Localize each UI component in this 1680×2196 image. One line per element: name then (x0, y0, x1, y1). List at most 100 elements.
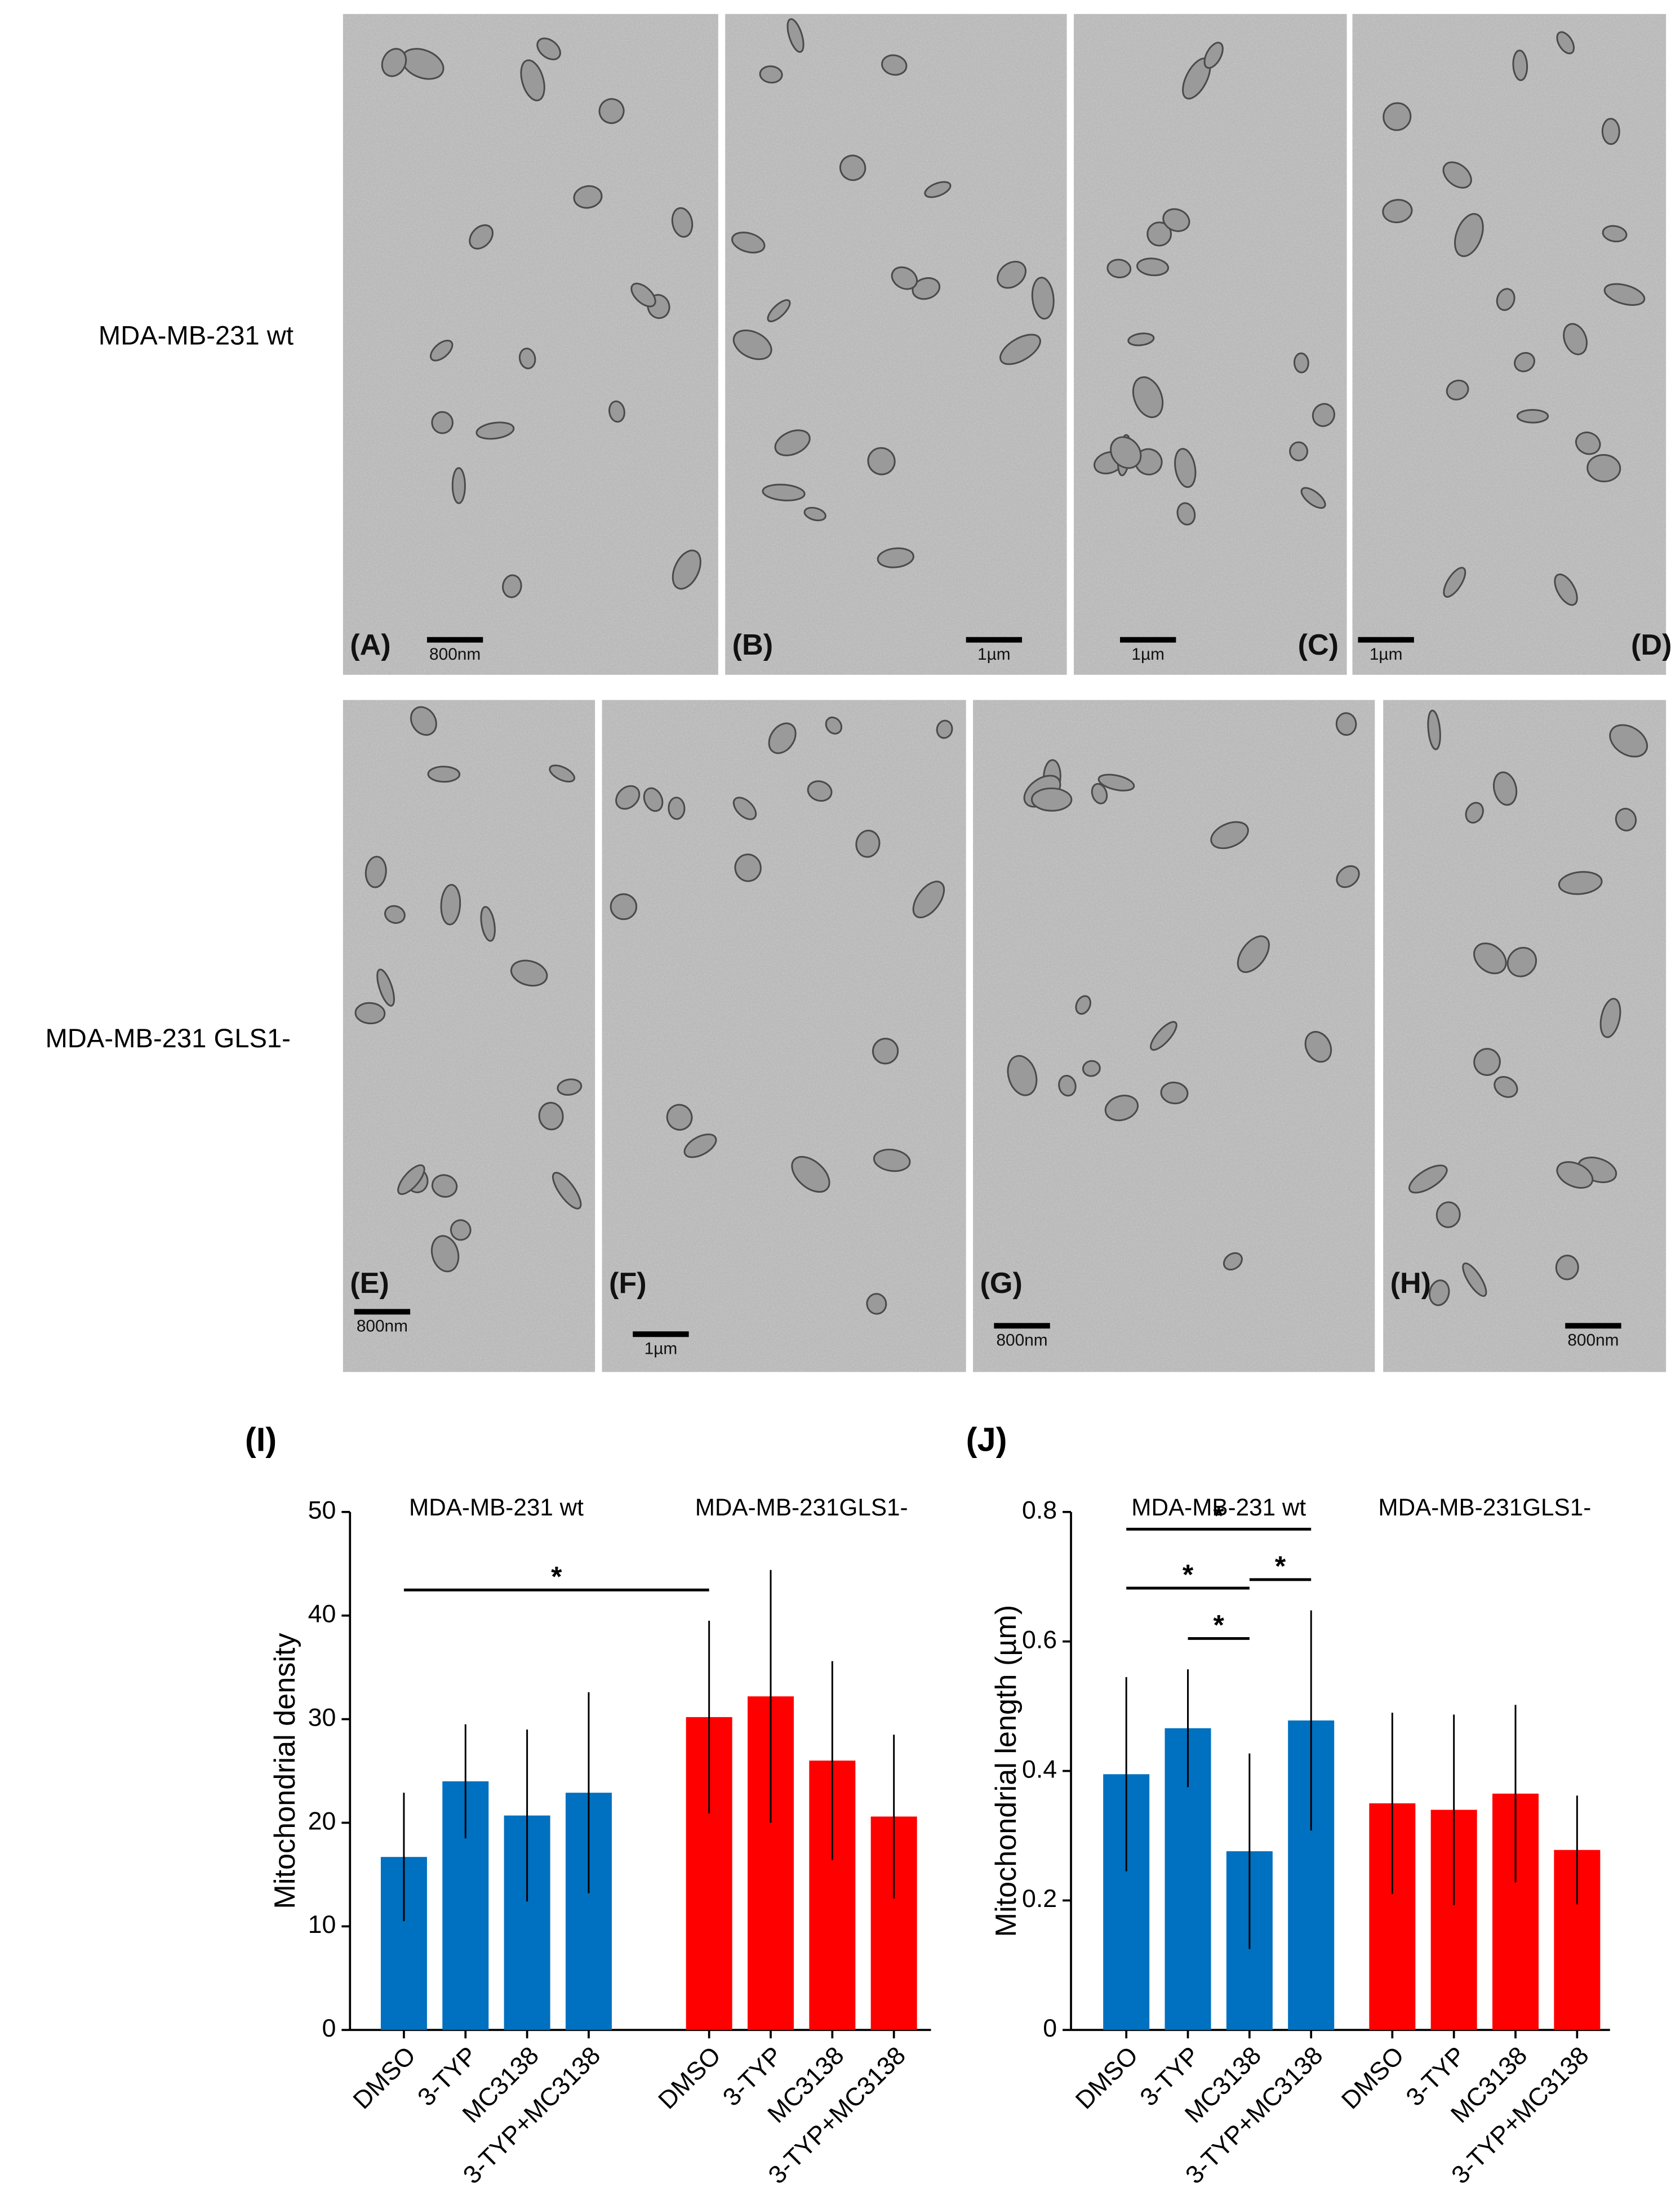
mitochondrion (1104, 1095, 1139, 1122)
mitochondrion (1300, 487, 1326, 509)
mitochondrion (376, 968, 395, 1007)
mitochondrion (1465, 802, 1484, 824)
mitochondrion (397, 1164, 425, 1195)
mitochondrion (475, 421, 515, 440)
mitochondrion (1454, 213, 1484, 257)
mitochondrion (502, 574, 522, 598)
mitochondrion (1007, 1055, 1038, 1096)
mitochondrion (997, 260, 1027, 289)
panel-label: (I) (245, 1420, 277, 1458)
y-tick-label: 0.4 (1022, 1755, 1057, 1783)
mitochondrion (1603, 283, 1646, 306)
mitochondrion (1506, 946, 1537, 977)
mitochondrion (480, 906, 496, 942)
mitochondrion (610, 893, 638, 921)
scale-label: 800nm (1567, 1331, 1619, 1350)
mitochondrion (912, 881, 945, 918)
mitochondrion (431, 1174, 458, 1198)
y-tick-label: 0.8 (1022, 1497, 1057, 1524)
mitochondrion (1435, 1201, 1461, 1228)
mitochondrion (774, 429, 811, 456)
mitochondrion (1556, 1161, 1594, 1189)
mitochondrion (912, 277, 941, 300)
mitochondrion (1082, 1060, 1101, 1077)
mitochondrion (873, 1148, 911, 1172)
mitochondrion (1091, 783, 1108, 804)
y-tick-label: 40 (308, 1601, 336, 1628)
row-label: MDA-MB-231 wt (99, 321, 294, 350)
mitochondrion (683, 1133, 717, 1158)
mitochondrion (877, 547, 914, 568)
mitochondrion (1496, 288, 1515, 311)
mitochondrion (643, 787, 664, 812)
x-tick-label: DMSO (1336, 2042, 1410, 2115)
mitochondrion (429, 339, 454, 362)
mitochondrion (1615, 807, 1637, 832)
mitochondrion (867, 447, 896, 475)
mitochondrion (365, 856, 387, 888)
mitochondrion (1160, 1081, 1189, 1105)
mitochondrion (1382, 199, 1413, 224)
mitochondrion (1563, 323, 1588, 355)
mitochondrion (1601, 118, 1620, 145)
mitochondrion (1575, 432, 1601, 455)
row-label: MDA-MB-231 GLS1- (45, 1024, 290, 1053)
mitochondrion (791, 1155, 830, 1193)
mitochondrion (1602, 225, 1628, 243)
mitochondrion (767, 299, 791, 322)
mitochondrion (825, 716, 843, 735)
micrograph: (F) 1µm (602, 700, 966, 1372)
mitochondrion (1558, 871, 1603, 895)
mitochondrion (1176, 502, 1196, 526)
mitochondrion (1408, 1164, 1448, 1194)
mitochondrion (1127, 332, 1155, 346)
mitochondrion (573, 185, 603, 209)
mitochondrion (803, 506, 826, 522)
micrograph-texture (343, 700, 595, 1372)
mitochondrion (1162, 208, 1190, 232)
mitochondrion (672, 549, 701, 590)
mitochondrion (1516, 408, 1549, 424)
mitochondrion (598, 98, 625, 125)
scale-label: 800nm (996, 1331, 1047, 1350)
mitochondrion (666, 1104, 693, 1131)
mitochondrion (549, 764, 575, 783)
panel-label: (C) (1298, 629, 1339, 661)
mitochondrion (536, 37, 561, 60)
mitochondrion (384, 905, 406, 924)
mitochondrion (615, 785, 641, 810)
mitochondrion (1443, 567, 1466, 598)
mitochondrion (999, 334, 1041, 365)
panel-label: (E) (350, 1267, 389, 1300)
mitochondrion (1058, 1074, 1077, 1097)
mitochondrion (1237, 935, 1270, 973)
y-tick-label: 0.2 (1022, 1885, 1057, 1913)
mitochondrion (431, 411, 454, 434)
mitochondrion (671, 207, 694, 238)
mitochondrion (1146, 221, 1172, 247)
micrograph: (C) 1µm (1073, 14, 1347, 675)
scale-label: 800nm (429, 645, 481, 664)
mitochondrion (668, 797, 686, 820)
micrograph-texture (343, 14, 718, 675)
scale-label: 1µm (645, 1339, 678, 1358)
mitochondrion (936, 719, 953, 739)
mitochondrion (1427, 709, 1441, 750)
mitochondrion (518, 348, 536, 370)
mitochondrion (1336, 865, 1360, 888)
mitochondrion (1514, 352, 1535, 372)
mitochondrion (1383, 102, 1412, 131)
mitochondrion (1586, 454, 1621, 483)
micrograph-texture (602, 700, 966, 1372)
mitochondrion (1556, 31, 1575, 55)
mitochondrion (762, 483, 806, 501)
y-tick-label: 20 (308, 1807, 336, 1835)
group-label: MDA-MB-231GLS1- (695, 1494, 908, 1521)
mitochondrion (1203, 42, 1224, 69)
panel-label: (J) (966, 1420, 1007, 1458)
mitochondrion (786, 18, 805, 53)
mitochondrion (1075, 995, 1091, 1015)
micrograph: (E) 800nm (343, 700, 595, 1372)
significance-label: * (1214, 1610, 1225, 1641)
y-axis-label: Mitochondrial density (269, 1633, 301, 1909)
